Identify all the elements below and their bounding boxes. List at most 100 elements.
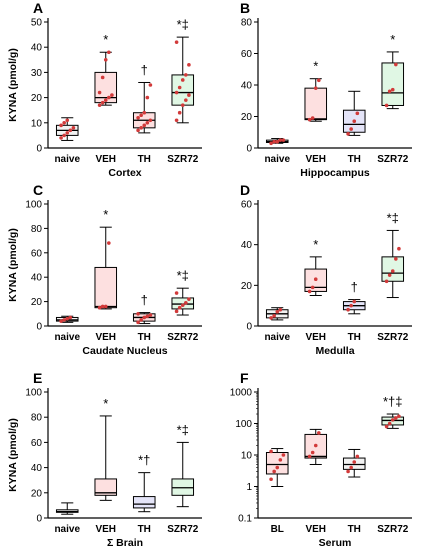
panel-letter: F bbox=[240, 370, 249, 386]
data-point bbox=[59, 136, 63, 140]
data-point bbox=[352, 119, 357, 124]
y-tick-label: 80 bbox=[241, 18, 253, 29]
x-tick-label: TH bbox=[348, 524, 361, 535]
data-point bbox=[272, 139, 276, 144]
data-point bbox=[184, 301, 188, 305]
data-point bbox=[68, 128, 73, 133]
y-tick-label: 20 bbox=[241, 112, 253, 123]
y-tick-label: 1000 bbox=[230, 388, 253, 399]
x-tick-label: TH bbox=[138, 154, 151, 165]
data-point bbox=[59, 123, 63, 128]
panel-letter: A bbox=[33, 0, 43, 16]
significance-mark: * bbox=[390, 32, 395, 47]
x-tick-label: naive bbox=[264, 332, 290, 343]
panel-letter: D bbox=[240, 182, 250, 198]
data-point bbox=[107, 50, 111, 55]
data-point bbox=[177, 85, 182, 90]
data-point bbox=[65, 316, 70, 321]
data-point bbox=[278, 458, 283, 462]
y-tick-label: 0 bbox=[246, 144, 252, 155]
panel-a: A 0 10 20 30 40 50 KYNA (pmol/g) naive * VEH † TH *‡ S… bbox=[7, 0, 202, 179]
box-naive bbox=[265, 138, 289, 146]
data-point bbox=[346, 132, 350, 136]
box-szr72: * bbox=[381, 32, 405, 110]
box-veh bbox=[304, 428, 328, 465]
data-point bbox=[139, 318, 143, 322]
data-point bbox=[180, 78, 185, 82]
data-point bbox=[100, 100, 105, 105]
data-point bbox=[313, 86, 318, 90]
y-tick-label: 40 bbox=[31, 273, 43, 284]
data-point bbox=[59, 319, 63, 323]
data-point bbox=[397, 414, 401, 419]
data-point bbox=[148, 313, 153, 317]
data-point bbox=[313, 277, 318, 282]
box-veh: * bbox=[304, 59, 328, 122]
data-point bbox=[68, 315, 73, 320]
y-tick-label: 20 bbox=[31, 93, 43, 104]
data-point bbox=[184, 73, 188, 77]
data-point bbox=[136, 128, 140, 133]
data-point bbox=[142, 315, 147, 320]
y-tick-label: 100 bbox=[25, 388, 42, 399]
data-point bbox=[65, 118, 70, 123]
box-veh: * bbox=[94, 32, 118, 107]
y-tick-label: 20 bbox=[241, 281, 253, 292]
panel-c: C 0 20 40 60 80 100 KYNA (pmol/g) naive * VEH † TH *‡… bbox=[7, 182, 202, 357]
x-axis-label: Medulla bbox=[315, 345, 354, 357]
box-th bbox=[342, 448, 366, 478]
data-point bbox=[103, 304, 108, 309]
significance-mark: * bbox=[313, 59, 318, 74]
y-tick-label: 10 bbox=[241, 451, 253, 462]
x-tick-label: naive bbox=[264, 154, 290, 165]
box-naive bbox=[265, 307, 289, 321]
data-point bbox=[71, 126, 76, 130]
x-axis-label: Serum bbox=[319, 537, 352, 549]
data-point bbox=[394, 257, 398, 261]
data-point bbox=[142, 123, 147, 128]
box-iqr bbox=[94, 478, 118, 496]
x-tick-label: SZR72 bbox=[377, 332, 409, 343]
data-point bbox=[384, 103, 389, 108]
data-point bbox=[317, 431, 321, 435]
box-szr72: *†‡ bbox=[381, 394, 405, 429]
x-tick-label: VEH bbox=[305, 154, 326, 165]
data-point bbox=[174, 118, 179, 123]
y-tick-label: 80 bbox=[31, 224, 43, 235]
box-szr72: *‡ bbox=[171, 422, 195, 508]
data-point bbox=[275, 309, 280, 314]
box-szr72: *‡ bbox=[171, 17, 195, 124]
box-veh: * bbox=[304, 237, 328, 296]
data-point bbox=[278, 307, 283, 312]
box-iqr bbox=[94, 266, 118, 309]
x-tick-label: VEH bbox=[95, 332, 116, 343]
x-axis-label: Σ Brain bbox=[107, 537, 143, 549]
data-point bbox=[174, 90, 179, 95]
data-point bbox=[355, 111, 360, 116]
significance-mark: *‡ bbox=[177, 422, 189, 437]
panel-b: B 0 20 40 60 80 naive * VEH TH * SZR72 Hippocampus bbox=[240, 0, 412, 179]
data-point bbox=[281, 138, 286, 142]
x-tick-label: TH bbox=[138, 524, 151, 535]
box-veh: * bbox=[94, 396, 118, 501]
significance-mark: * bbox=[103, 207, 108, 222]
data-point bbox=[275, 139, 280, 144]
y-tick-label: 100 bbox=[235, 419, 252, 430]
box-naive bbox=[55, 117, 79, 141]
data-point bbox=[275, 465, 280, 470]
x-tick-label: naive bbox=[54, 154, 80, 165]
panel-d: D 0 20 40 60 naive * VEH † TH *‡ SZR72 Medulla bbox=[240, 182, 412, 357]
data-point bbox=[384, 424, 389, 429]
data-point bbox=[97, 90, 102, 95]
box-iqr bbox=[381, 62, 405, 106]
x-tick-label: BL bbox=[271, 524, 284, 535]
significance-mark: *‡ bbox=[177, 17, 189, 32]
x-tick-label: SZR72 bbox=[377, 524, 409, 535]
box-veh: * bbox=[94, 207, 118, 310]
y-axis-label: KYNA (pmol/g) bbox=[7, 48, 19, 122]
data-point bbox=[174, 40, 179, 44]
x-tick-label: VEH bbox=[95, 154, 116, 165]
data-point bbox=[177, 305, 182, 310]
data-point bbox=[148, 118, 153, 123]
x-tick-label: naive bbox=[54, 524, 80, 535]
